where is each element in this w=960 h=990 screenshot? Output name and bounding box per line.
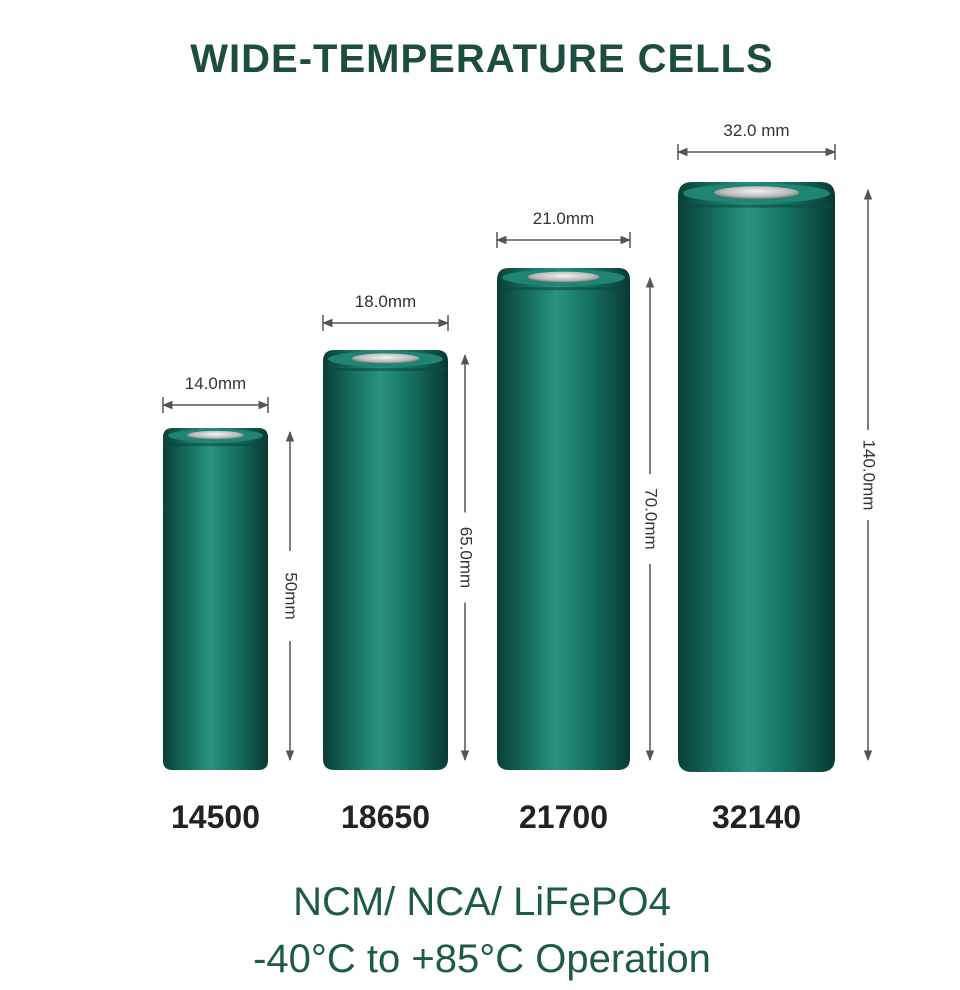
model-label: 14500 [171, 799, 260, 835]
cell-body [323, 350, 448, 770]
height-label-bg [639, 474, 661, 564]
operation: -40°C to +85°C Operation [253, 937, 711, 981]
height-label-bg [454, 512, 476, 603]
height-label: 70.0mm [642, 488, 661, 549]
height-label: 65.0mm [457, 527, 476, 588]
cell [163, 428, 268, 770]
diameter-label: 32.0 mm [723, 121, 789, 140]
diameter-label: 21.0mm [533, 209, 594, 228]
cell-button [527, 271, 600, 283]
cell-body [497, 268, 630, 770]
cell-rim [166, 443, 265, 447]
cell [497, 268, 630, 770]
cell-body [163, 428, 268, 770]
height-label-bg [279, 551, 301, 641]
cell-button [714, 186, 799, 199]
cell-button [187, 430, 244, 440]
cell-rim [326, 368, 445, 371]
diameter-label: 18.0mm [355, 292, 416, 311]
cell-rim [500, 287, 627, 291]
chemistry: NCM/ NCA/ LiFePO4 [293, 880, 671, 924]
cell [678, 182, 835, 772]
model-label: 18650 [341, 799, 430, 835]
model-label: 21700 [519, 799, 608, 835]
model-label: 32140 [712, 799, 801, 835]
cell-rim [681, 204, 832, 208]
height-label: 140.0mm [860, 440, 879, 511]
diameter-label: 14.0mm [185, 374, 246, 393]
cell-button [351, 353, 420, 364]
title: WIDE-TEMPERATURE CELLS [190, 37, 773, 81]
cell-body [678, 182, 835, 772]
cell [323, 350, 448, 770]
height-label: 50mm [282, 572, 301, 619]
height-label-bg [857, 430, 879, 520]
